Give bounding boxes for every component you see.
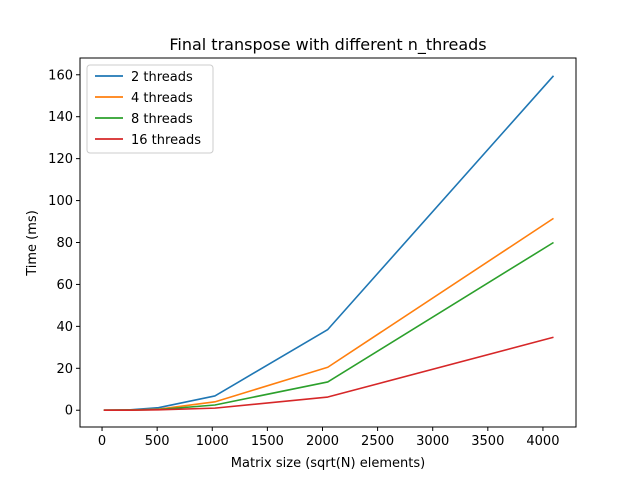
y-tick-label: 20 (56, 362, 73, 377)
y-tick-label: 60 (56, 278, 73, 293)
y-tick-label: 160 (48, 68, 73, 83)
x-tick-label: 3000 (416, 434, 449, 449)
x-tick-label: 3500 (471, 434, 504, 449)
y-axis-title: Time (ms) (25, 210, 40, 277)
x-axis-title: Matrix size (sqrt(N) elements) (231, 456, 425, 471)
x-tick-label: 500 (145, 434, 170, 449)
x-tick-label: 2000 (306, 434, 339, 449)
x-tick-label: 0 (98, 434, 106, 449)
legend-label: 4 threads (131, 91, 193, 106)
y-tick-label: 120 (48, 152, 73, 167)
legend-label: 16 threads (131, 133, 201, 148)
y-tick-label: 140 (48, 110, 73, 125)
y-tick-label: 40 (56, 320, 73, 335)
legend-label: 8 threads (131, 112, 193, 127)
y-tick-label: 80 (56, 236, 73, 251)
series-line-4 (103, 336, 554, 412)
plot-area: 0 500 1000 1500 2000 2500 3000 3500 4000 0 20 40 60 8… (48, 57, 577, 449)
y-tick-label: 100 (48, 194, 73, 209)
legend: 2 threads 4 threads 8 threads 16 threads (86, 64, 214, 154)
x-tick-label: 1500 (251, 434, 284, 449)
x-tick-label: 4000 (526, 434, 559, 449)
legend-label: 2 threads (131, 70, 193, 85)
chart-title: Final transpose with different n_threads (169, 35, 486, 55)
x-tick-label: 2500 (361, 434, 394, 449)
x-tick-label: 1000 (196, 434, 229, 449)
legend-box (86, 64, 214, 154)
y-tick-label: 0 (65, 404, 73, 419)
